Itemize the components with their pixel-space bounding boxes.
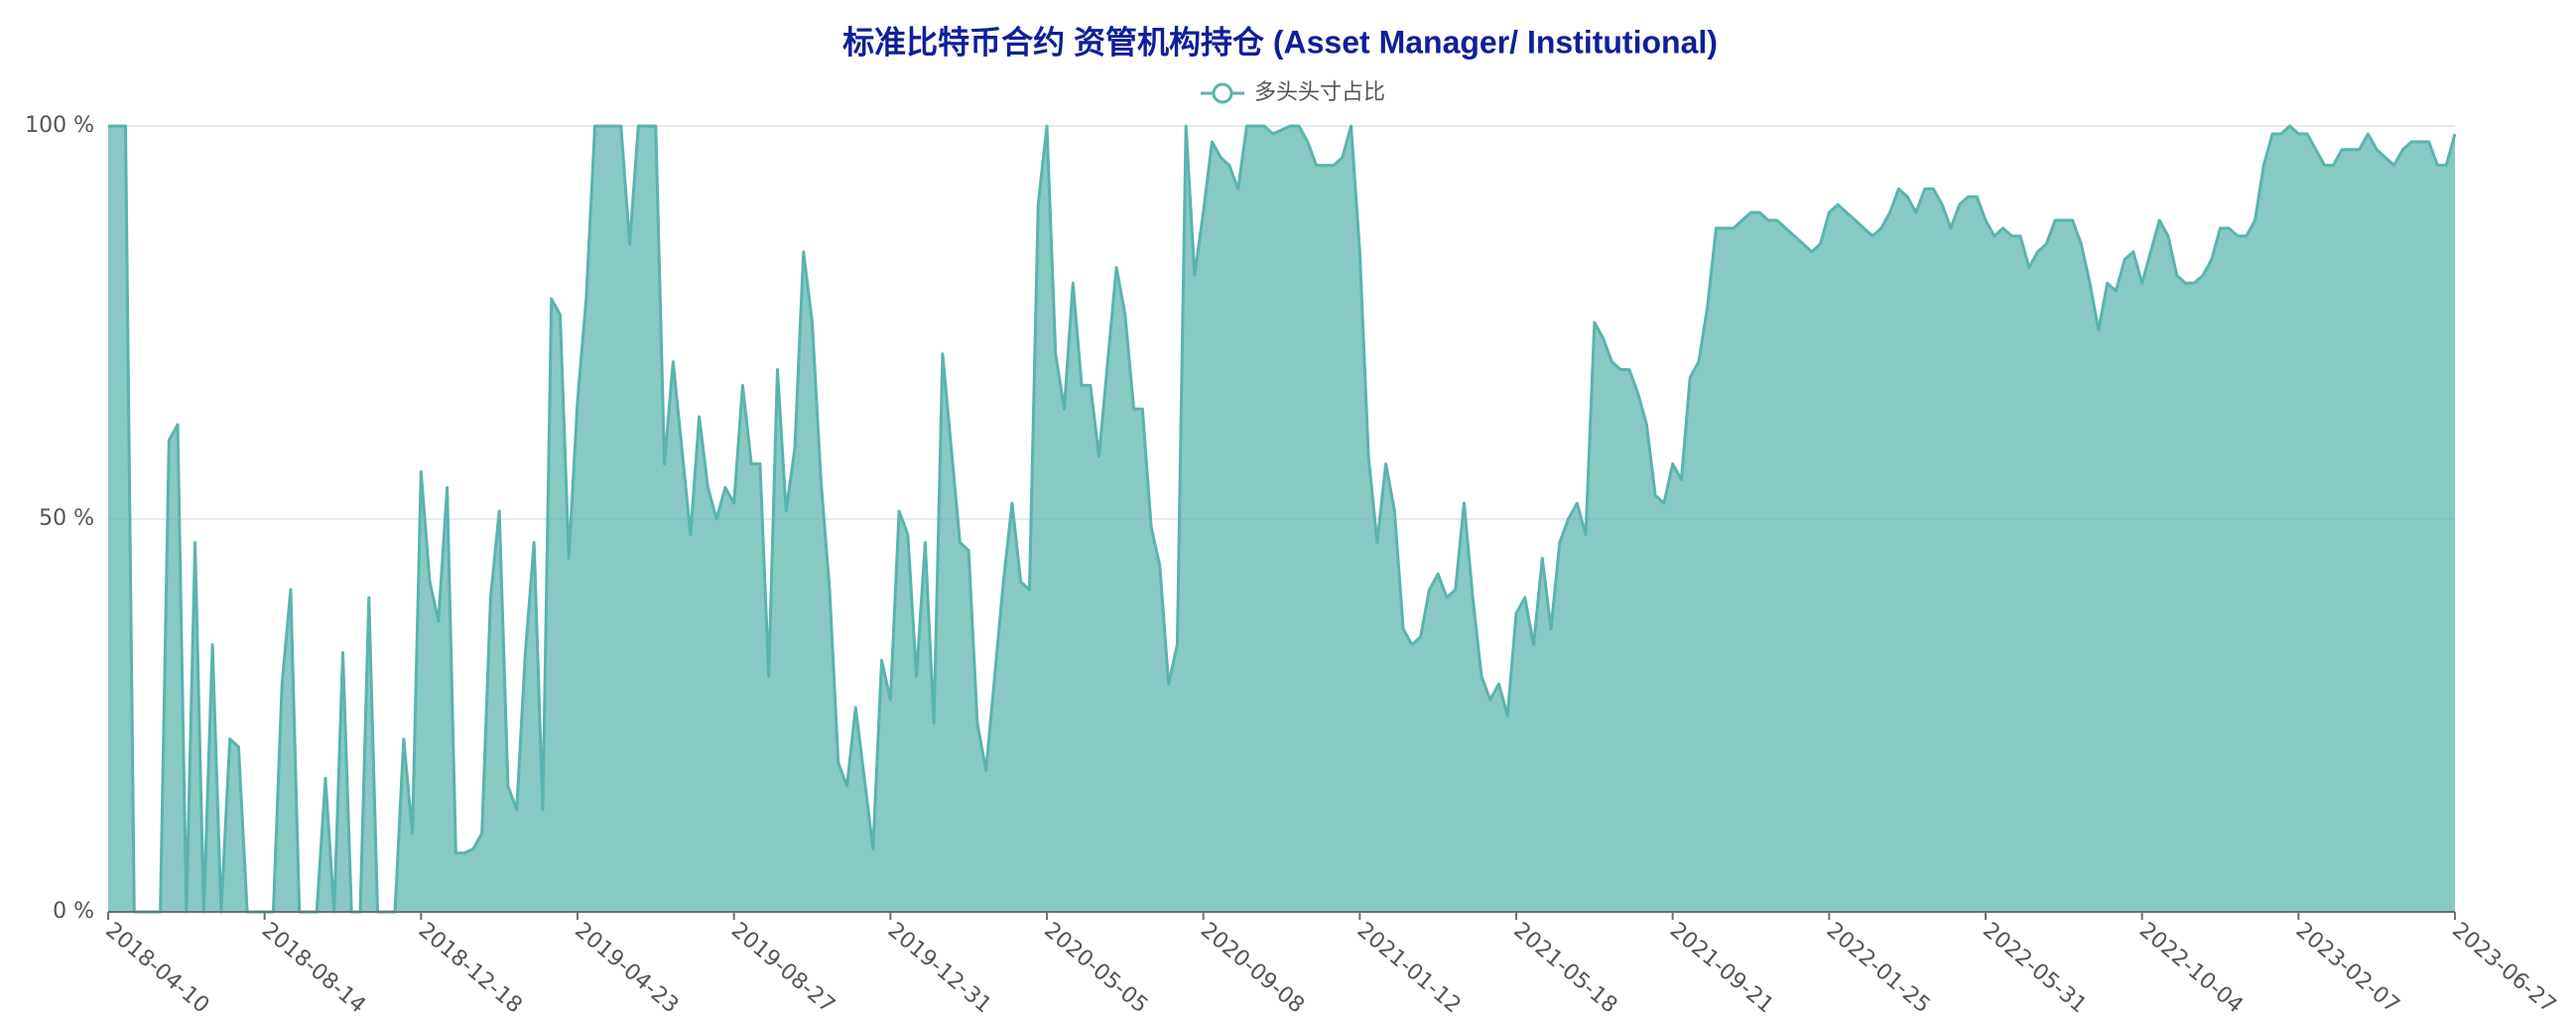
x-tick-label: 2023-02-07 (2291, 918, 2404, 1018)
x-tick-label: 2021-05-18 (1508, 918, 1621, 1018)
x-tick-label: 2020-09-08 (1196, 918, 1309, 1018)
area (108, 126, 2455, 912)
legend-marker (1212, 82, 1233, 104)
x-tick-label: 2023-06-27 (2447, 918, 2560, 1018)
x-tick-label: 2019-08-27 (726, 918, 839, 1018)
chart-title: 标准比特币合约 资管机构持仓 (Asset Manager/ Instituti… (842, 24, 1718, 60)
line (108, 124, 2457, 914)
x-tick-label: 2022-05-31 (1978, 918, 2091, 1018)
x-tick-label: 2021-01-12 (1352, 918, 1466, 1018)
legend-label: 多头头寸占比 (1254, 80, 1385, 105)
y-tick-label: 0 % (53, 899, 94, 924)
y-tick-label: 100 % (25, 113, 94, 138)
x-tick-label: 2019-04-23 (570, 918, 683, 1018)
x-tick-label: 2018-08-14 (257, 918, 370, 1018)
x-tick-label: 2018-12-18 (414, 918, 527, 1018)
x-tick-label: 2021-09-21 (1665, 918, 1778, 1018)
x-tick-label: 2020-05-05 (1039, 918, 1152, 1018)
x-tick-label: 2018-04-10 (100, 918, 213, 1018)
x-tick-label: 2022-01-25 (1822, 918, 1935, 1018)
x-tick-label: 2019-12-31 (883, 918, 996, 1018)
legend: 多头头寸占比 (1201, 80, 1385, 105)
y-tick-label: 50 % (39, 506, 94, 531)
x-tick-label: 2022-10-04 (2134, 918, 2248, 1018)
